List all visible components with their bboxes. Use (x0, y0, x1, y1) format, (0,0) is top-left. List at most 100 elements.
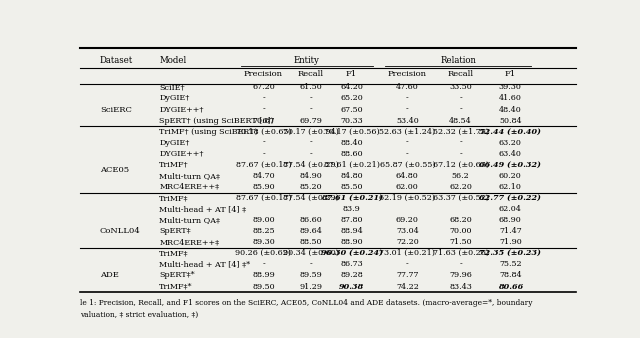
Text: -: - (309, 94, 312, 102)
Text: 63.20: 63.20 (499, 139, 522, 147)
Text: 68.90: 68.90 (499, 216, 522, 224)
Text: 85.90: 85.90 (252, 183, 275, 191)
Text: 62.19 (±0.52): 62.19 (±0.52) (380, 194, 435, 202)
Text: 75.52: 75.52 (499, 260, 522, 268)
Text: 83.43: 83.43 (449, 283, 472, 290)
Text: -: - (460, 150, 462, 158)
Text: 63.37 (±0.52): 63.37 (±0.52) (433, 194, 489, 202)
Text: 41.60: 41.60 (499, 94, 522, 102)
Text: 88.60: 88.60 (340, 150, 363, 158)
Text: 86.60: 86.60 (300, 216, 322, 224)
Text: SpERT‡*: SpERT‡* (159, 271, 195, 280)
Text: 70.33: 70.33 (340, 117, 363, 125)
Text: 88.99: 88.99 (252, 271, 275, 280)
Text: 89.30: 89.30 (252, 238, 275, 246)
Text: -: - (309, 139, 312, 147)
Text: 91.29: 91.29 (299, 283, 322, 290)
Text: 62.20: 62.20 (449, 183, 472, 191)
Text: 62.77 (±0.22): 62.77 (±0.22) (479, 194, 541, 202)
Text: 64.20: 64.20 (340, 83, 363, 91)
Text: 71.50: 71.50 (449, 238, 472, 246)
Text: valuation, ‡ strict evaluation, ‡): valuation, ‡ strict evaluation, ‡) (80, 311, 198, 319)
Text: 90.30 (±0.24): 90.30 (±0.24) (321, 249, 383, 257)
Text: 85.50: 85.50 (340, 183, 363, 191)
Text: 67.12 (±0.63): 67.12 (±0.63) (433, 161, 489, 169)
Text: Multi-head + AT [4] ‡*: Multi-head + AT [4] ‡* (159, 260, 250, 268)
Text: -: - (262, 260, 265, 268)
Text: DyGIE†: DyGIE† (159, 94, 189, 102)
Text: TriMF‡*: TriMF‡* (159, 283, 193, 290)
Text: 73.01 (±0.21): 73.01 (±0.21) (380, 249, 435, 257)
Text: Multi-turn QA‡: Multi-turn QA‡ (159, 172, 220, 180)
Text: 65.87 (±0.55): 65.87 (±0.55) (380, 161, 435, 169)
Text: 87.67 (±0.17): 87.67 (±0.17) (236, 194, 291, 202)
Text: -: - (406, 260, 409, 268)
Text: 86.73: 86.73 (340, 260, 363, 268)
Text: 70.17 (±0.94): 70.17 (±0.94) (283, 128, 339, 136)
Text: 72.35 (±0.23): 72.35 (±0.23) (479, 249, 541, 257)
Text: -: - (262, 150, 265, 158)
Text: 88.50: 88.50 (300, 238, 322, 246)
Text: ACE05: ACE05 (100, 166, 129, 174)
Text: -: - (460, 139, 462, 147)
Text: 65.20: 65.20 (340, 94, 363, 102)
Text: 71.90: 71.90 (499, 238, 522, 246)
Text: 87.61 (±0.21): 87.61 (±0.21) (321, 194, 383, 202)
Text: -: - (309, 105, 312, 114)
Text: 56.2: 56.2 (452, 172, 470, 180)
Text: 77.77: 77.77 (396, 271, 419, 280)
Text: 39.30: 39.30 (499, 83, 522, 91)
Text: ADE: ADE (100, 271, 118, 280)
Text: -: - (262, 94, 265, 102)
Text: Relation: Relation (440, 55, 476, 65)
Text: Precision: Precision (244, 70, 283, 78)
Text: DyGIE†: DyGIE† (159, 139, 189, 147)
Text: 47.60: 47.60 (396, 83, 419, 91)
Text: 89.00: 89.00 (252, 216, 275, 224)
Text: 69.20: 69.20 (396, 216, 419, 224)
Text: TriMF‡: TriMF‡ (159, 249, 189, 257)
Text: TriMF‡: TriMF‡ (159, 194, 189, 202)
Text: 83.9: 83.9 (342, 205, 360, 213)
Text: 84.80: 84.80 (340, 172, 363, 180)
Text: MRC4ERE++‡: MRC4ERE++‡ (159, 238, 220, 246)
Text: 53.40: 53.40 (396, 117, 419, 125)
Text: 87.54 (±0.29): 87.54 (±0.29) (283, 194, 339, 202)
Text: 71.47: 71.47 (499, 227, 522, 235)
Text: 72.20: 72.20 (396, 238, 419, 246)
Text: 87.61 (±0.21): 87.61 (±0.21) (324, 161, 380, 169)
Text: -: - (406, 150, 409, 158)
Text: 71.63 (±0.26): 71.63 (±0.26) (433, 249, 489, 257)
Text: 85.20: 85.20 (300, 183, 322, 191)
Text: 48.54: 48.54 (449, 117, 472, 125)
Text: le 1: Precision, Recall, and F1 scores on the SciERC, ACE05, CoNLL04 and ADE dat: le 1: Precision, Recall, and F1 scores o… (80, 298, 532, 307)
Text: -: - (460, 260, 462, 268)
Text: 88.40: 88.40 (340, 139, 363, 147)
Text: Precision: Precision (388, 70, 427, 78)
Text: SciERC: SciERC (100, 105, 132, 114)
Text: -: - (460, 94, 462, 102)
Text: Dataset: Dataset (100, 55, 133, 65)
Text: 67.50: 67.50 (340, 105, 363, 114)
Text: -: - (309, 260, 312, 268)
Text: 52.63 (±1.24): 52.63 (±1.24) (380, 128, 435, 136)
Text: 79.96: 79.96 (449, 271, 472, 280)
Text: -: - (262, 105, 265, 114)
Text: 89.50: 89.50 (252, 283, 275, 290)
Text: SciIE†: SciIE† (159, 83, 185, 91)
Text: CoNLL04: CoNLL04 (100, 227, 141, 235)
Text: F1: F1 (505, 70, 516, 78)
Text: 62.10: 62.10 (499, 183, 522, 191)
Text: -: - (406, 139, 409, 147)
Text: -: - (309, 150, 312, 158)
Text: Entity: Entity (294, 55, 320, 65)
Text: 88.25: 88.25 (252, 227, 275, 235)
Text: 90.34 (±0.60): 90.34 (±0.60) (283, 249, 339, 257)
Text: -: - (406, 94, 409, 102)
Text: SpERT‡: SpERT‡ (159, 227, 191, 235)
Text: 52.44 (±0.40): 52.44 (±0.40) (479, 128, 541, 136)
Text: 87.54 (±0.29): 87.54 (±0.29) (283, 161, 339, 169)
Text: 50.84: 50.84 (499, 117, 522, 125)
Text: 64.80: 64.80 (396, 172, 419, 180)
Text: 89.64: 89.64 (300, 227, 322, 235)
